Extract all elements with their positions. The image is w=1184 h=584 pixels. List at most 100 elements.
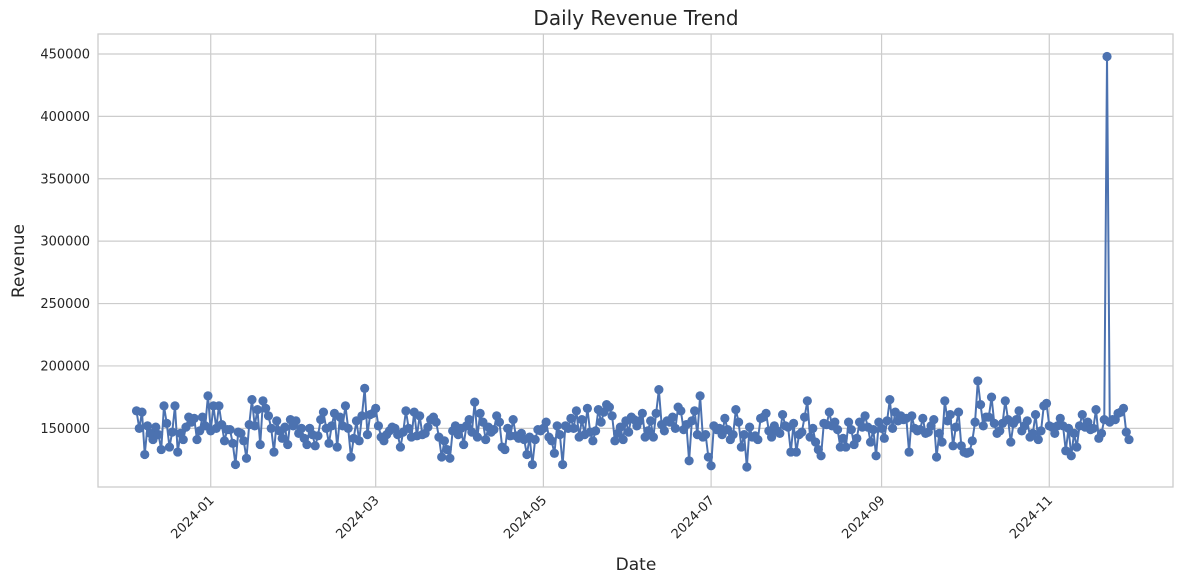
data-point <box>475 408 485 418</box>
data-point <box>549 448 559 458</box>
data-point <box>670 423 680 433</box>
data-point <box>940 396 950 406</box>
data-point <box>690 406 700 416</box>
data-point <box>695 391 705 401</box>
data-point <box>668 412 678 422</box>
data-point <box>761 408 771 418</box>
data-point <box>882 416 892 426</box>
data-point <box>494 417 505 427</box>
x-tick-label: 2024-01 <box>169 493 218 542</box>
data-point <box>860 411 870 421</box>
data-point <box>214 401 224 411</box>
data-point <box>310 441 320 451</box>
data-point <box>178 434 188 445</box>
data-point <box>967 436 977 446</box>
data-point <box>1028 428 1038 438</box>
data-point <box>777 410 788 420</box>
data-point <box>1055 413 1065 423</box>
data-point <box>219 436 230 446</box>
data-point <box>569 423 579 433</box>
data-point <box>439 436 450 446</box>
data-point <box>189 413 199 423</box>
data-point <box>970 417 980 427</box>
data-point <box>643 426 653 436</box>
data-point <box>318 407 329 417</box>
data-point <box>637 408 647 418</box>
data-point <box>618 434 628 445</box>
data-point <box>1083 417 1093 427</box>
data-point <box>225 425 235 435</box>
data-point <box>566 413 576 423</box>
data-point <box>277 433 287 443</box>
data-point <box>170 401 180 411</box>
data-point <box>654 385 664 395</box>
data-point <box>258 396 268 406</box>
data-point <box>1121 427 1131 437</box>
data-point <box>745 422 755 432</box>
x-tick-label: 2024-11 <box>1007 493 1056 542</box>
data-point <box>239 436 249 446</box>
data-point <box>283 439 293 450</box>
data-point <box>522 449 532 460</box>
data-point <box>937 437 947 447</box>
x-tick-label: 2024-05 <box>501 493 550 542</box>
data-point <box>810 437 821 447</box>
data-point <box>442 444 452 455</box>
data-point <box>843 417 854 427</box>
data-point <box>868 425 878 435</box>
data-point <box>775 428 785 438</box>
y-tick-label: 300000 <box>40 235 90 250</box>
data-point <box>272 416 282 426</box>
data-point <box>591 426 601 436</box>
data-point <box>324 438 334 448</box>
data-point <box>734 417 744 427</box>
data-point <box>197 412 208 422</box>
data-point <box>552 421 562 431</box>
data-point <box>558 459 568 470</box>
data-point <box>1069 428 1079 438</box>
data-point <box>164 442 175 452</box>
data-point <box>1011 415 1021 425</box>
data-point <box>1102 51 1112 62</box>
data-point <box>472 432 483 442</box>
data-point <box>791 447 801 457</box>
data-point <box>1088 423 1098 433</box>
data-point <box>555 429 565 440</box>
data-point <box>816 451 826 461</box>
data-point <box>203 391 213 401</box>
data-point <box>684 456 694 466</box>
data-point <box>261 403 271 413</box>
data-point <box>159 401 169 411</box>
data-point <box>500 444 510 455</box>
data-point <box>151 422 161 432</box>
data-point <box>313 431 323 441</box>
data-point <box>706 461 716 471</box>
data-point <box>280 422 290 432</box>
data-point <box>255 439 265 450</box>
data-point <box>918 413 928 423</box>
data-point <box>975 400 986 410</box>
data-point <box>995 426 1005 436</box>
data-point <box>266 423 276 433</box>
x-tick-label: 2024-07 <box>669 493 718 542</box>
data-point <box>832 425 843 435</box>
data-point <box>192 434 202 445</box>
data-point <box>934 428 944 438</box>
data-point <box>401 406 411 416</box>
data-point <box>1006 437 1016 447</box>
data-point <box>945 410 955 420</box>
y-tick-label: 350000 <box>40 172 90 187</box>
data-point <box>1041 398 1052 408</box>
data-point <box>445 453 455 463</box>
data-point <box>720 413 730 423</box>
data-point <box>973 376 983 386</box>
axis-ticks: 2024-01 2024-03 2024-05 2024-07 2024-09 2024-… <box>40 47 1056 542</box>
data-point <box>871 451 881 461</box>
data-point <box>153 429 164 440</box>
y-tick-label: 250000 <box>40 297 90 312</box>
data-point <box>228 438 238 448</box>
data-point <box>802 396 812 406</box>
data-point <box>236 428 246 438</box>
data-point <box>362 429 373 440</box>
